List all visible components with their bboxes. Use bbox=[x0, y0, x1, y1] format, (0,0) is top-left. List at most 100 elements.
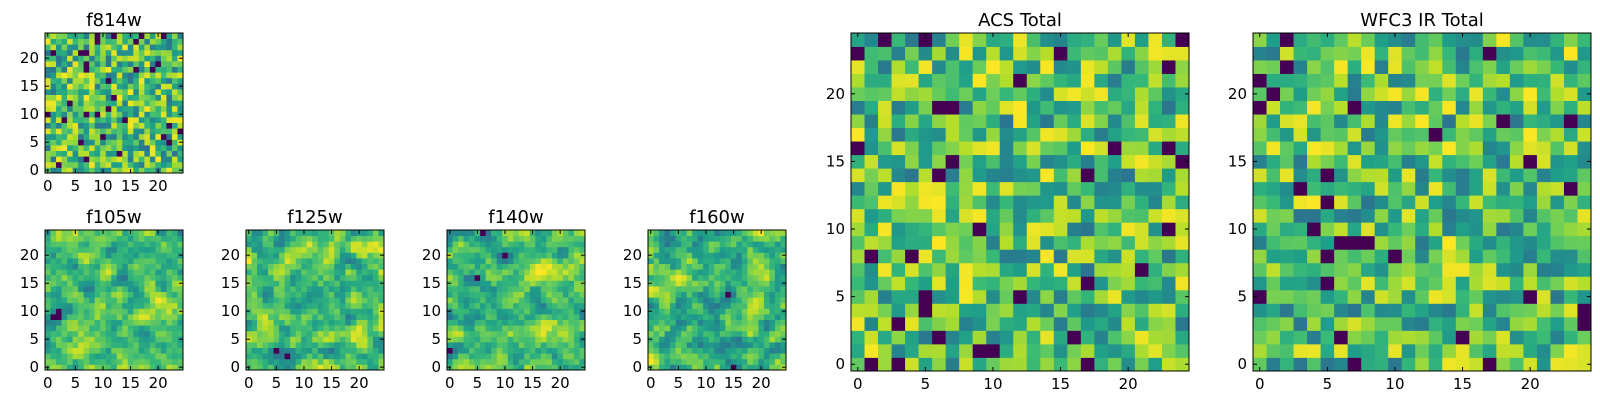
heatmap-cell bbox=[1469, 33, 1484, 47]
heatmap-cell bbox=[290, 258, 297, 264]
heatmap-cell bbox=[1361, 87, 1376, 101]
heatmap-cell bbox=[653, 325, 660, 332]
heatmap-cell bbox=[149, 61, 156, 67]
heatmap-cell bbox=[105, 139, 112, 146]
heatmap-cell bbox=[345, 263, 352, 270]
heatmap-cell bbox=[447, 235, 453, 242]
heatmap-cell bbox=[160, 347, 167, 354]
heatmap-cell bbox=[719, 308, 726, 315]
heatmap-cell bbox=[513, 252, 520, 259]
heatmap-cell bbox=[160, 252, 167, 259]
heatmap-cell bbox=[703, 241, 710, 248]
heatmap-cell bbox=[774, 342, 781, 348]
heatmap-cell bbox=[100, 291, 107, 298]
heatmap-cell bbox=[122, 105, 129, 112]
heatmap-cell bbox=[257, 364, 263, 371]
heatmap-cell bbox=[166, 111, 173, 118]
heatmap-cell bbox=[160, 105, 167, 112]
heatmap-cell bbox=[670, 302, 676, 309]
heatmap-cell bbox=[692, 258, 699, 264]
heatmap-cell bbox=[350, 319, 357, 326]
heatmap-cell bbox=[166, 353, 173, 360]
heatmap-cell bbox=[1347, 316, 1362, 331]
heatmap-cell bbox=[251, 235, 258, 242]
heatmap-cell bbox=[166, 150, 173, 157]
heatmap-cell bbox=[485, 280, 492, 287]
heatmap-cell bbox=[518, 258, 525, 264]
heatmap-cell bbox=[334, 269, 341, 276]
heatmap-cell bbox=[1401, 33, 1416, 47]
heatmap-cell bbox=[945, 357, 960, 372]
heatmap-cell bbox=[513, 358, 520, 365]
heatmap-cell bbox=[878, 100, 892, 115]
heatmap-cell bbox=[864, 357, 879, 372]
heatmap-cell bbox=[122, 342, 129, 348]
heatmap-cell bbox=[1040, 46, 1055, 61]
heatmap-cell bbox=[1388, 114, 1403, 129]
y-tick-label: 10 bbox=[826, 220, 845, 238]
heatmap-cell bbox=[1563, 208, 1578, 223]
heatmap-cell bbox=[72, 241, 79, 248]
heatmap-cell bbox=[1469, 87, 1484, 101]
heatmap-cell bbox=[780, 291, 787, 298]
heatmap-cell bbox=[1388, 262, 1403, 277]
heatmap-cell bbox=[138, 364, 145, 371]
heatmap-cell bbox=[100, 336, 107, 343]
heatmap-cell bbox=[133, 139, 140, 146]
heatmap-cell bbox=[769, 286, 776, 292]
heatmap-cell bbox=[562, 235, 569, 242]
heatmap-cell bbox=[279, 235, 286, 242]
heatmap-cell bbox=[568, 364, 575, 371]
heatmap-cell bbox=[45, 105, 51, 112]
heatmap-cell bbox=[83, 347, 90, 354]
heatmap-cell bbox=[138, 258, 145, 264]
heatmap-cell bbox=[116, 342, 123, 348]
heatmap-cell bbox=[317, 353, 324, 360]
heatmap-cell bbox=[50, 117, 57, 123]
heatmap-cell bbox=[1080, 343, 1095, 358]
heatmap-cell bbox=[149, 347, 156, 354]
heatmap-cell bbox=[328, 291, 335, 298]
heatmap-cell bbox=[1013, 73, 1028, 88]
heatmap-cell bbox=[317, 286, 324, 292]
heatmap-cell bbox=[714, 336, 721, 343]
heatmap-cell bbox=[681, 336, 688, 343]
heatmap-cell bbox=[83, 269, 90, 276]
heatmap-cell bbox=[502, 330, 509, 337]
heatmap-cell bbox=[932, 181, 947, 196]
heatmap-cell bbox=[312, 336, 319, 343]
heatmap-cell bbox=[736, 252, 743, 259]
heatmap-cell bbox=[1563, 195, 1578, 210]
heatmap-cell bbox=[78, 150, 85, 157]
heatmap-cell bbox=[653, 291, 660, 298]
heatmap-cell bbox=[251, 347, 258, 354]
heatmap-cell bbox=[905, 87, 919, 101]
heatmap-cell bbox=[714, 258, 721, 264]
heatmap-cell bbox=[1107, 127, 1122, 142]
heatmap-cell bbox=[864, 141, 879, 156]
heatmap-cell bbox=[50, 111, 57, 118]
heatmap-cell bbox=[670, 364, 676, 371]
heatmap-cell bbox=[171, 347, 178, 354]
heatmap-cell bbox=[1374, 87, 1389, 101]
heatmap-cell bbox=[535, 286, 542, 292]
heatmap-cell bbox=[703, 246, 710, 253]
y-tick-label: 10 bbox=[20, 105, 39, 123]
heatmap-cell bbox=[1361, 181, 1376, 196]
heatmap-cell bbox=[945, 46, 960, 61]
heatmap-cell bbox=[1253, 330, 1267, 345]
heatmap-cell bbox=[246, 241, 252, 248]
heatmap-cell bbox=[648, 314, 654, 320]
heatmap-cell bbox=[356, 269, 363, 276]
heatmap-cell bbox=[61, 128, 68, 135]
heatmap-cell bbox=[116, 72, 123, 79]
heatmap-cell bbox=[1094, 222, 1109, 237]
heatmap-cell bbox=[452, 302, 459, 309]
heatmap-cell bbox=[703, 291, 710, 298]
heatmap-cell bbox=[1401, 127, 1416, 142]
heatmap-cell bbox=[257, 308, 263, 315]
heatmap-cell bbox=[1523, 262, 1538, 277]
heatmap-cell bbox=[78, 156, 85, 163]
heatmap-cell bbox=[89, 230, 96, 236]
